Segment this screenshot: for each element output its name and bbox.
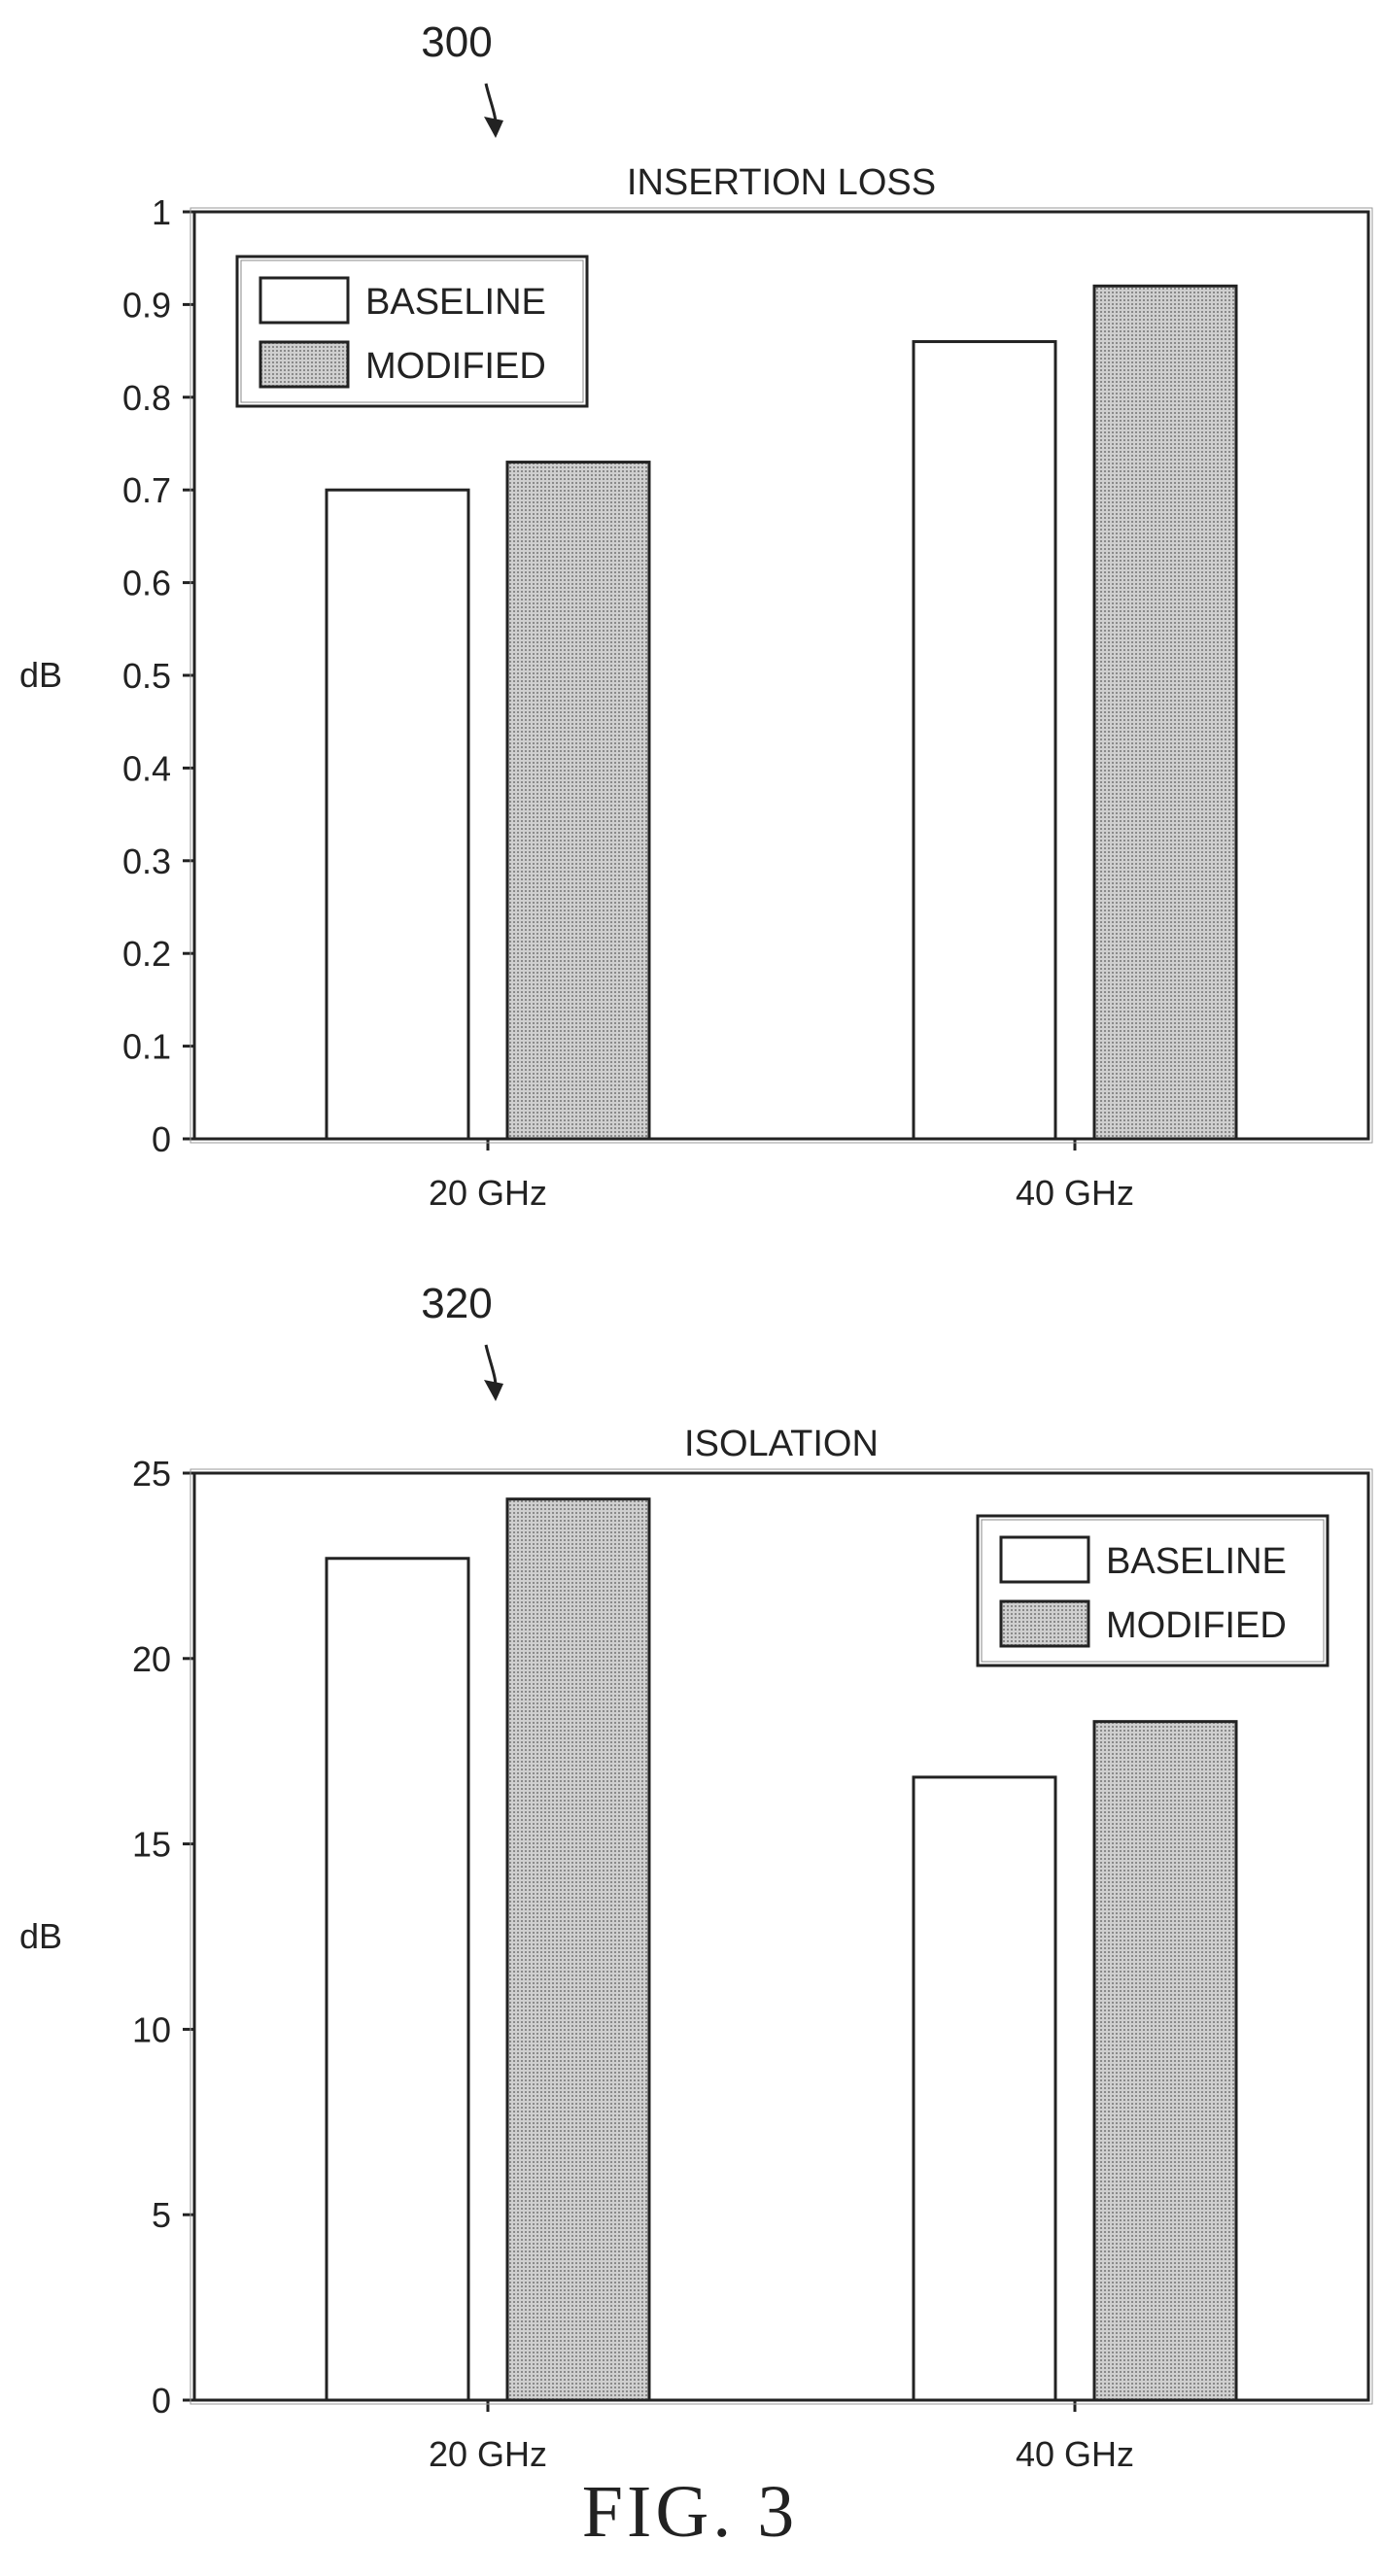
y-tick-label: 0	[152, 1119, 171, 1159]
y-axis-label: dB	[19, 655, 62, 695]
y-tick-label: 25	[132, 1454, 171, 1494]
legend-label-baseline: BASELINE	[365, 282, 546, 323]
insertion-loss-chart: 300 INSERTION LOSS dB 0 0.1 0.2 0.3 0.4 0.5 0.6 0.…	[19, 18, 1373, 1213]
y-tick-label: 0.1	[122, 1027, 171, 1067]
y-tick-label: 0.7	[122, 470, 171, 510]
legend-swatch-modified	[259, 340, 350, 389]
chart-title: INSERTION LOSS	[627, 162, 936, 203]
y-tick-label: 5	[152, 2195, 171, 2235]
legend-swatch-baseline	[259, 276, 350, 325]
plot-frame	[192, 1471, 1370, 2402]
y-tick-label: 0.9	[122, 285, 171, 325]
y-tick-label: 15	[132, 1825, 171, 1865]
y-tick-label: 0.4	[122, 748, 171, 788]
x-tick-label: 20 GHz	[429, 2434, 547, 2474]
modified-bar-40-ghz	[1092, 1720, 1238, 2402]
modified-bar-20-ghz	[505, 1497, 651, 2402]
reference-numeral: 300	[421, 18, 492, 66]
isolation-chart: 320 ISOLATION dB 0 5 10 15 20 25 20 GHz 40 GHz BASE…	[19, 1280, 1373, 2474]
legend-label-modified: MODIFIED	[1106, 1605, 1287, 1646]
modified-bar-20-ghz	[505, 461, 651, 1141]
y-tick-label: 0.5	[122, 656, 171, 696]
plot-frame	[192, 210, 1370, 1141]
y-tick-label: 0.3	[122, 841, 171, 881]
plot-frame-outer	[190, 207, 1373, 1144]
legend-swatch-baseline	[999, 1535, 1090, 1584]
y-tick-label: 0.6	[122, 564, 171, 603]
chart-title: ISOLATION	[684, 1424, 879, 1464]
y-tick-label: 1	[152, 192, 171, 232]
baseline-bar-40-ghz	[912, 340, 1057, 1141]
plot-frame-outer	[190, 1468, 1373, 2405]
baseline-bar-40-ghz	[912, 1775, 1057, 2402]
figure-caption: FIG. 3	[582, 2471, 798, 2553]
reference-arrowhead	[484, 1380, 503, 1401]
modified-bar-40-ghz	[1092, 284, 1238, 1141]
x-tick-label: 40 GHz	[1016, 1173, 1134, 1213]
legend-label-baseline: BASELINE	[1106, 1541, 1287, 1582]
x-tick-label: 20 GHz	[429, 1173, 547, 1213]
baseline-bar-20-ghz	[325, 1557, 470, 2402]
y-tick-label: 10	[132, 2009, 171, 2049]
x-tick-label: 40 GHz	[1016, 2434, 1134, 2474]
y-axis-label: dB	[19, 1916, 62, 1956]
legend-box-inner	[981, 1519, 1325, 1663]
y-tick-label: 0.8	[122, 378, 171, 418]
legend-label-modified: MODIFIED	[365, 346, 546, 387]
legend-swatch-modified	[999, 1599, 1090, 1648]
reference-arrowhead	[484, 117, 503, 138]
reference-numeral: 320	[421, 1280, 492, 1327]
legend-box-inner	[240, 259, 584, 403]
y-tick-label: 0.2	[122, 934, 171, 974]
y-tick-label: 0	[152, 2381, 171, 2421]
baseline-bar-20-ghz	[325, 488, 470, 1141]
y-tick-label: 20	[132, 1639, 171, 1679]
